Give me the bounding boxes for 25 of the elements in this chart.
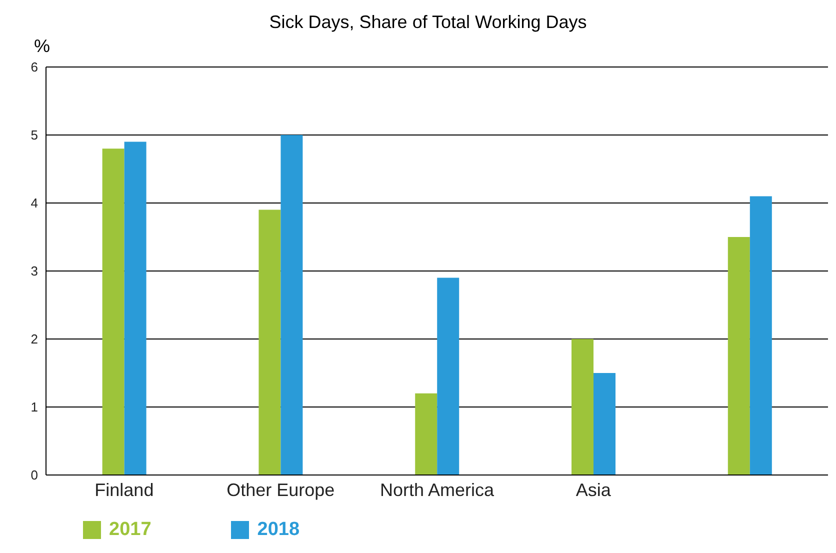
y-tick-label: 6 <box>30 60 38 75</box>
legend-label: 2018 <box>257 519 300 541</box>
y-tick-label: 5 <box>30 128 38 143</box>
y-tick-label: 2 <box>30 332 38 347</box>
bar <box>102 148 124 475</box>
y-tick-label: 1 <box>30 400 38 415</box>
x-tick-label: Asia <box>576 480 612 500</box>
x-tick-label: Other Europe <box>226 480 335 500</box>
x-tick-label: Finland <box>94 480 154 500</box>
legend-label: 2017 <box>109 519 152 541</box>
bar <box>594 373 616 475</box>
bar <box>280 135 303 475</box>
bar <box>124 142 146 475</box>
y-tick-label: 4 <box>30 196 38 211</box>
x-tick-label: North America <box>380 480 496 500</box>
y-axis-title: % <box>34 36 50 57</box>
bar <box>728 237 750 475</box>
bar <box>415 393 438 475</box>
y-tick-label: 3 <box>30 264 38 279</box>
chart-title: Sick Days, Share of Total Working Days <box>269 12 587 32</box>
bar <box>437 278 460 475</box>
bar <box>750 196 772 475</box>
bar <box>258 210 281 475</box>
y-tick-label: 0 <box>30 468 38 483</box>
bar <box>572 339 594 475</box>
